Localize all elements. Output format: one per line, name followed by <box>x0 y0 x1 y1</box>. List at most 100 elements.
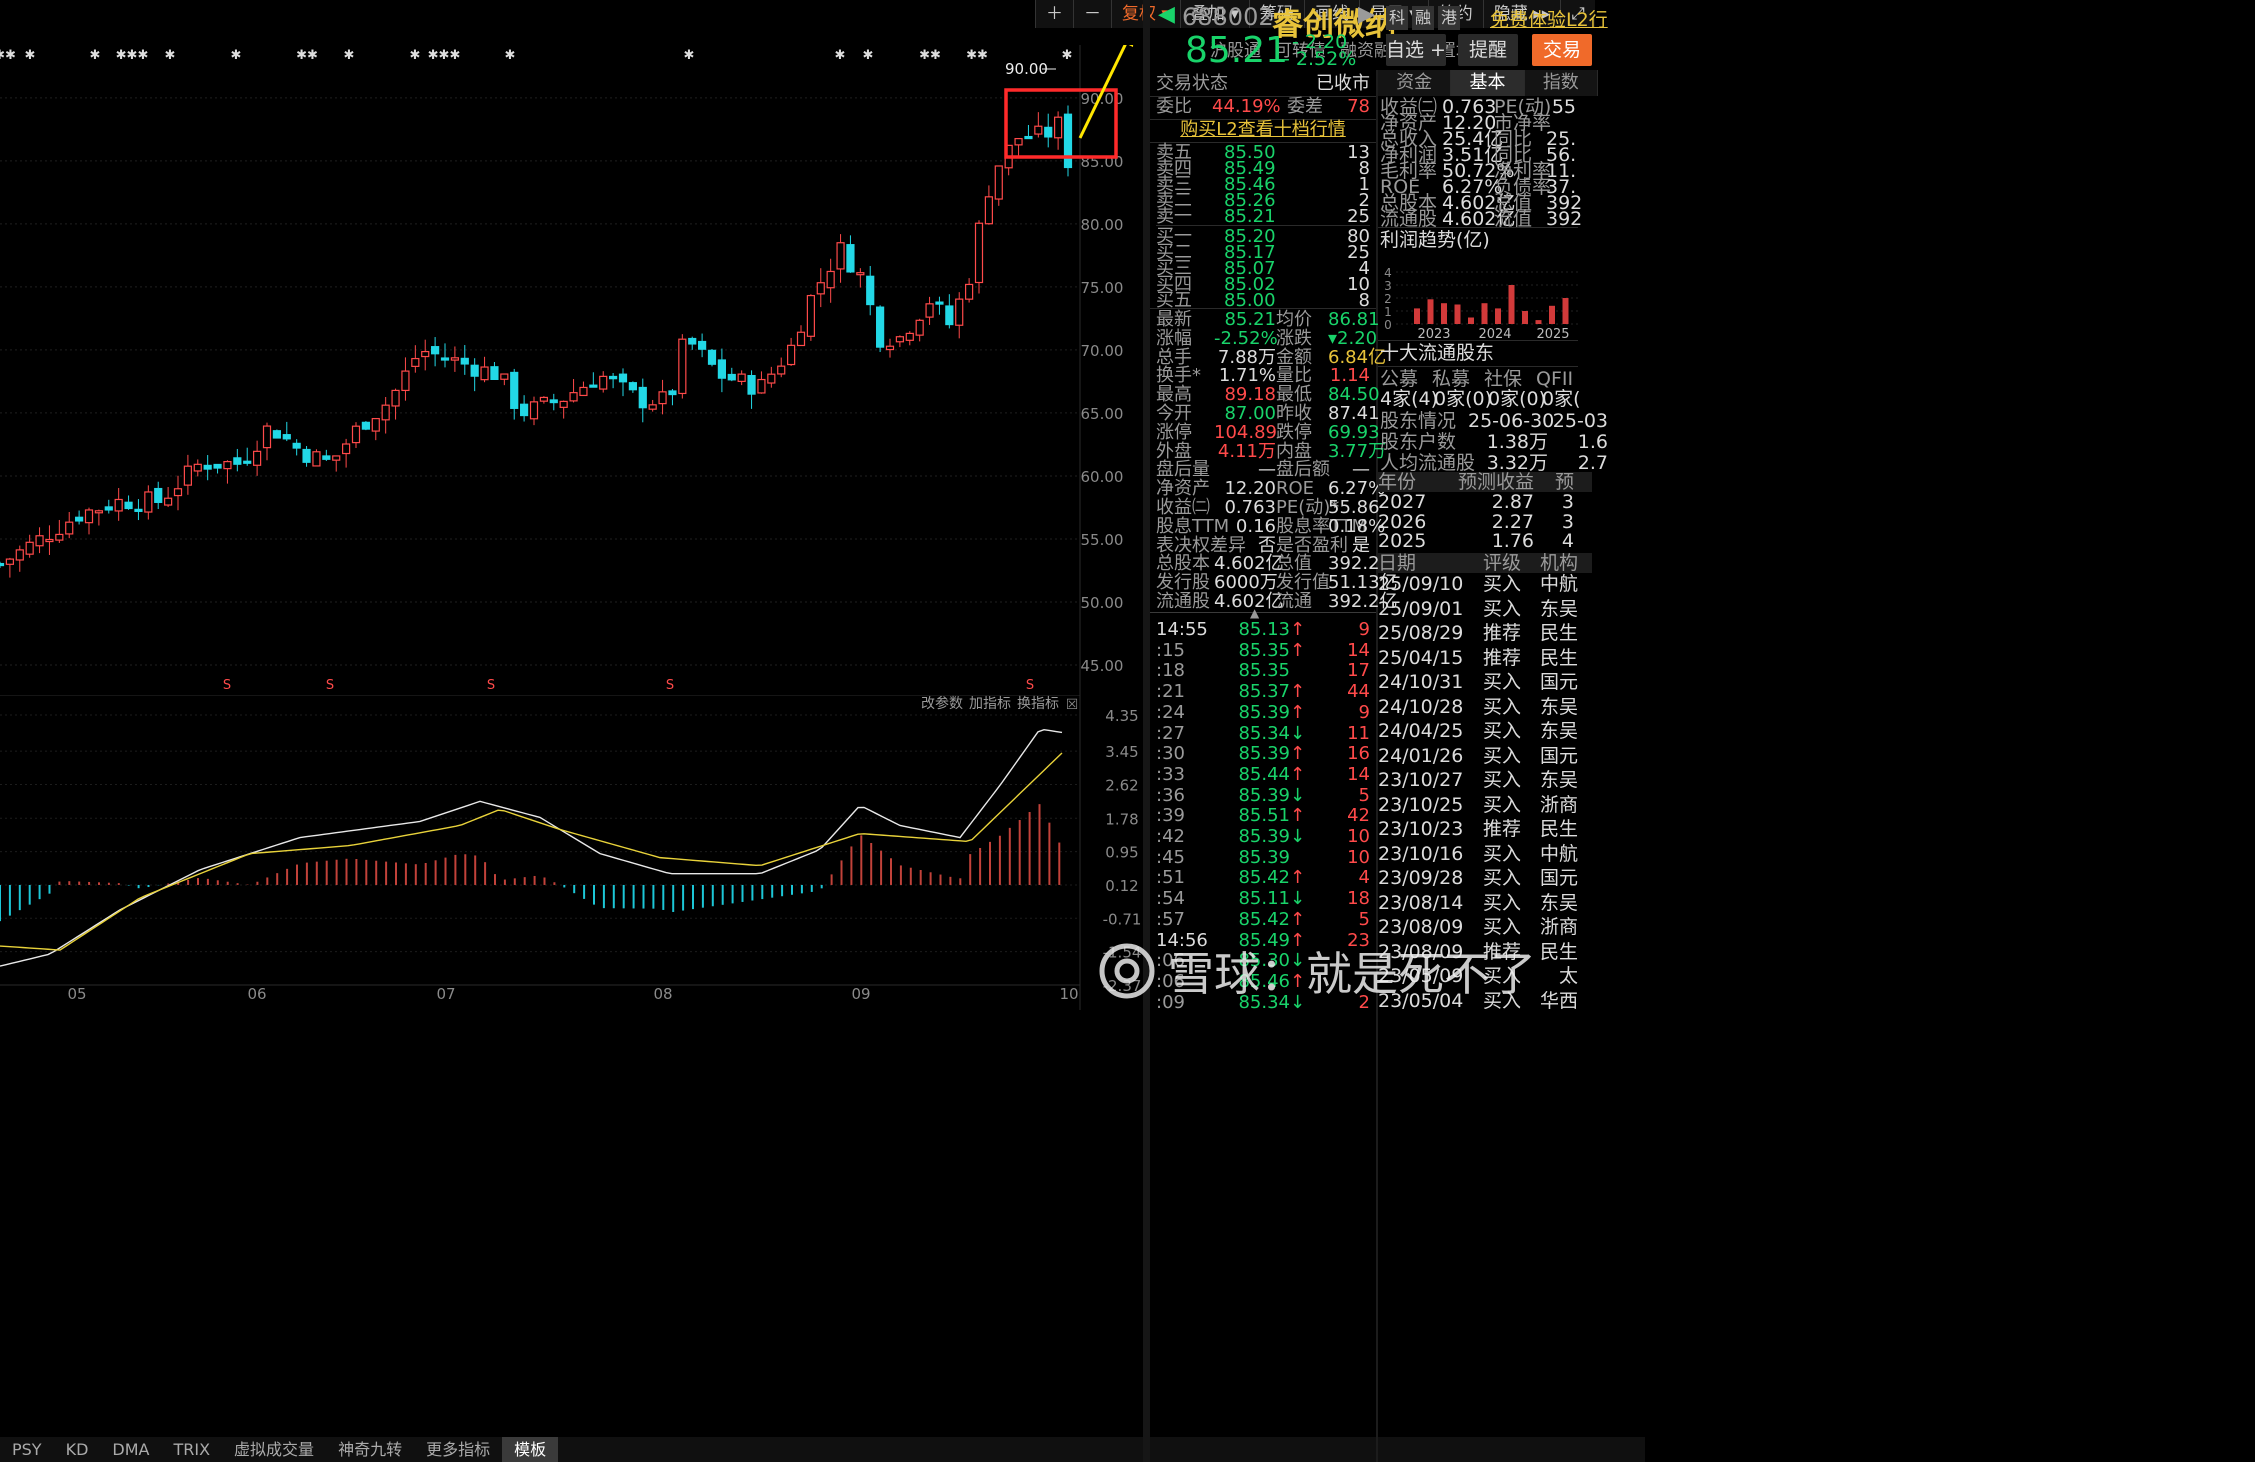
fund-label: 净利润 <box>1380 144 1438 166</box>
event-mark[interactable]: ✱✱✱ <box>428 48 461 63</box>
quote-value: 85.21 <box>1224 309 1276 330</box>
rating-row[interactable]: 23/05/04 买入 华西 <box>1378 989 1592 1012</box>
overlay-button[interactable]: 叠加 ▾ <box>1179 0 1249 28</box>
l2-promo-link[interactable]: 免费体验L2行 <box>1490 9 1608 31</box>
dividend-mark[interactable]: S <box>223 678 231 693</box>
candle <box>974 220 984 294</box>
quote-label: 最高 <box>1156 384 1192 406</box>
rating-row[interactable]: 23/05/09 买入 太 <box>1378 965 1592 987</box>
event-mark[interactable]: ✱✱ <box>919 48 941 63</box>
rating-row[interactable]: 24/10/28 买入 东吴 <box>1378 695 1592 718</box>
event-mark[interactable]: ✱ <box>505 48 516 63</box>
next-stock-icon[interactable]: ▶ <box>1358 2 1375 27</box>
indicator-tab[interactable]: DMA <box>112 1440 150 1459</box>
fullscreen-button[interactable]: ⤢ <box>1560 0 1595 28</box>
indicator-button[interactable]: 改参数 <box>921 695 963 712</box>
rating-row[interactable]: 23/09/28 买入 国元 <box>1378 869 1592 888</box>
zoom-in-button[interactable]: ＋ <box>1035 0 1073 28</box>
hide-button[interactable]: 隐藏 ▸▸ <box>1482 0 1561 28</box>
tick-row: :24 85.39 ↑ 9 <box>1156 703 1370 722</box>
quote-label: 表决权差异 <box>1156 534 1246 556</box>
chips-button[interactable]: 筹码 <box>1248 0 1304 28</box>
ask-volume: 8 <box>1358 158 1370 179</box>
event-mark[interactable]: ✱ <box>344 48 355 63</box>
event-mark[interactable]: ✱ <box>863 48 874 63</box>
dividend-mark[interactable]: S <box>666 678 674 693</box>
rating-row[interactable]: 25/09/01 买入 东吴 <box>1378 599 1592 618</box>
rating-row[interactable]: 23/10/16 买入 中航 <box>1378 844 1592 863</box>
rating-row[interactable]: 25/04/15 推荐 民生 <box>1378 648 1592 667</box>
market-badge[interactable]: 港 <box>1438 6 1460 30</box>
rating-row[interactable]: 25/09/10 买入 中航 <box>1378 575 1592 594</box>
watchlist-button[interactable]: 自选 + ▾ <box>1386 34 1446 93</box>
event-mark[interactable]: ✱✱ <box>296 48 318 63</box>
candle <box>65 512 74 539</box>
indicator-tab[interactable]: 虚拟成交量 <box>234 1440 315 1459</box>
tick-direction-icon: ↑ <box>1290 763 1306 785</box>
candle <box>767 366 776 388</box>
zoom-out-button[interactable]: － <box>1073 0 1111 28</box>
tick-row: :15 85.35 ↑ 14 <box>1156 641 1370 660</box>
event-mark[interactable]: ✱ <box>25 48 36 63</box>
indicator-tab[interactable]: KD <box>65 1440 89 1459</box>
indicator-tab[interactable]: 模板 <box>502 1437 559 1462</box>
event-mark[interactable]: ✱✱✱ <box>116 48 149 63</box>
event-mark[interactable]: ✱ <box>231 48 242 63</box>
indicator-tab[interactable]: TRIX <box>173 1440 211 1459</box>
candle <box>371 417 380 441</box>
tick-direction-icon: ↑ <box>1290 867 1306 889</box>
rating-row[interactable]: 23/10/23 推荐 民生 <box>1378 820 1592 839</box>
event-mark[interactable]: ✱✱ <box>966 48 988 63</box>
event-mark[interactable]: ✱ <box>90 48 101 63</box>
prev-stock-icon[interactable]: ◀ <box>1158 2 1175 27</box>
indicator-tab[interactable]: PSY <box>12 1440 42 1459</box>
dividend-mark[interactable]: S <box>1026 678 1034 693</box>
dividend-mark[interactable]: S <box>326 678 334 693</box>
l2-buy-link[interactable]: 购买L2查看十档行情 <box>1180 119 1346 140</box>
subbar-item[interactable]: 沪股通 <box>1210 41 1261 61</box>
event-mark[interactable]: ✱✱ <box>0 48 16 63</box>
rating-org: 华西 <box>1539 989 1578 1012</box>
indicator-tab[interactable]: 更多指标 <box>426 1440 491 1459</box>
rating-row[interactable]: 23/08/14 买入 东吴 <box>1378 893 1592 912</box>
alert-button[interactable]: 提醒 🔔 <box>1458 34 1518 93</box>
subbar-item[interactable]: 可转债 <box>1275 41 1326 61</box>
rating-row[interactable]: 25/08/29 推荐 民生 <box>1378 624 1592 643</box>
quote-value: 0.763 <box>1224 497 1276 518</box>
rating-row[interactable]: 23/10/27 买入 东吴 <box>1378 771 1592 790</box>
draw-line-button[interactable]: 画线 <box>1303 0 1359 28</box>
rating-row[interactable]: 23/08/09 推荐 民生 <box>1378 942 1592 961</box>
event-mark[interactable]: ✱ <box>1062 48 1073 63</box>
rating-value: 买入 <box>1482 695 1521 718</box>
fund-value: 55 <box>1551 96 1576 118</box>
trade-button[interactable]: 交易 <box>1532 34 1592 66</box>
indicator-button[interactable]: 换指标 <box>1017 695 1059 712</box>
event-mark[interactable]: ✱ <box>410 48 421 63</box>
fundamentals-tab[interactable]: 指数 <box>1524 70 1598 96</box>
collapse-icon[interactable]: ▲ <box>1250 606 1260 620</box>
tick-time: :06 <box>1156 970 1185 992</box>
fund-row: 流通股 4.602亿 流值 392 <box>1380 210 1594 229</box>
panel-splitter[interactable] <box>1143 0 1150 1462</box>
market-badge[interactable]: 融 <box>1412 6 1434 30</box>
candle <box>925 296 934 325</box>
close-indicator-icon[interactable]: ☒ <box>1066 697 1079 713</box>
event-mark[interactable]: ✱ <box>165 48 176 63</box>
kline-chart[interactable]: 90.0085.0080.0075.0070.0065.0060.0055.00… <box>0 45 1145 695</box>
rating-row[interactable]: 23/08/09 买入 浙商 <box>1378 918 1592 937</box>
rating-value: 买入 <box>1482 965 1521 987</box>
trend-arrow <box>1078 45 1127 139</box>
rating-row[interactable]: 24/10/31 买入 国元 <box>1378 673 1592 692</box>
rating-row[interactable]: 24/01/26 买入 国元 <box>1378 746 1592 765</box>
fundamentals-tab[interactable]: 资金 <box>1378 70 1452 96</box>
fundamentals-tab[interactable]: 基本 <box>1451 70 1525 96</box>
indicator-button[interactable]: 加指标 <box>969 696 1011 712</box>
macd-chart[interactable]: 4.353.452.621.780.950.12-0.71-1.54-2.37改… <box>0 695 1145 1010</box>
dividend-mark[interactable]: S <box>487 678 495 693</box>
event-mark[interactable]: ✱ <box>684 48 695 63</box>
market-badge[interactable]: 科 <box>1386 6 1408 30</box>
rating-row[interactable]: 23/10/25 买入 浙商 <box>1378 795 1592 814</box>
rating-row[interactable]: 24/04/25 买入 东吴 <box>1378 722 1592 741</box>
event-mark[interactable]: ✱ <box>835 48 846 63</box>
indicator-tab[interactable]: 神奇九转 <box>338 1440 403 1459</box>
